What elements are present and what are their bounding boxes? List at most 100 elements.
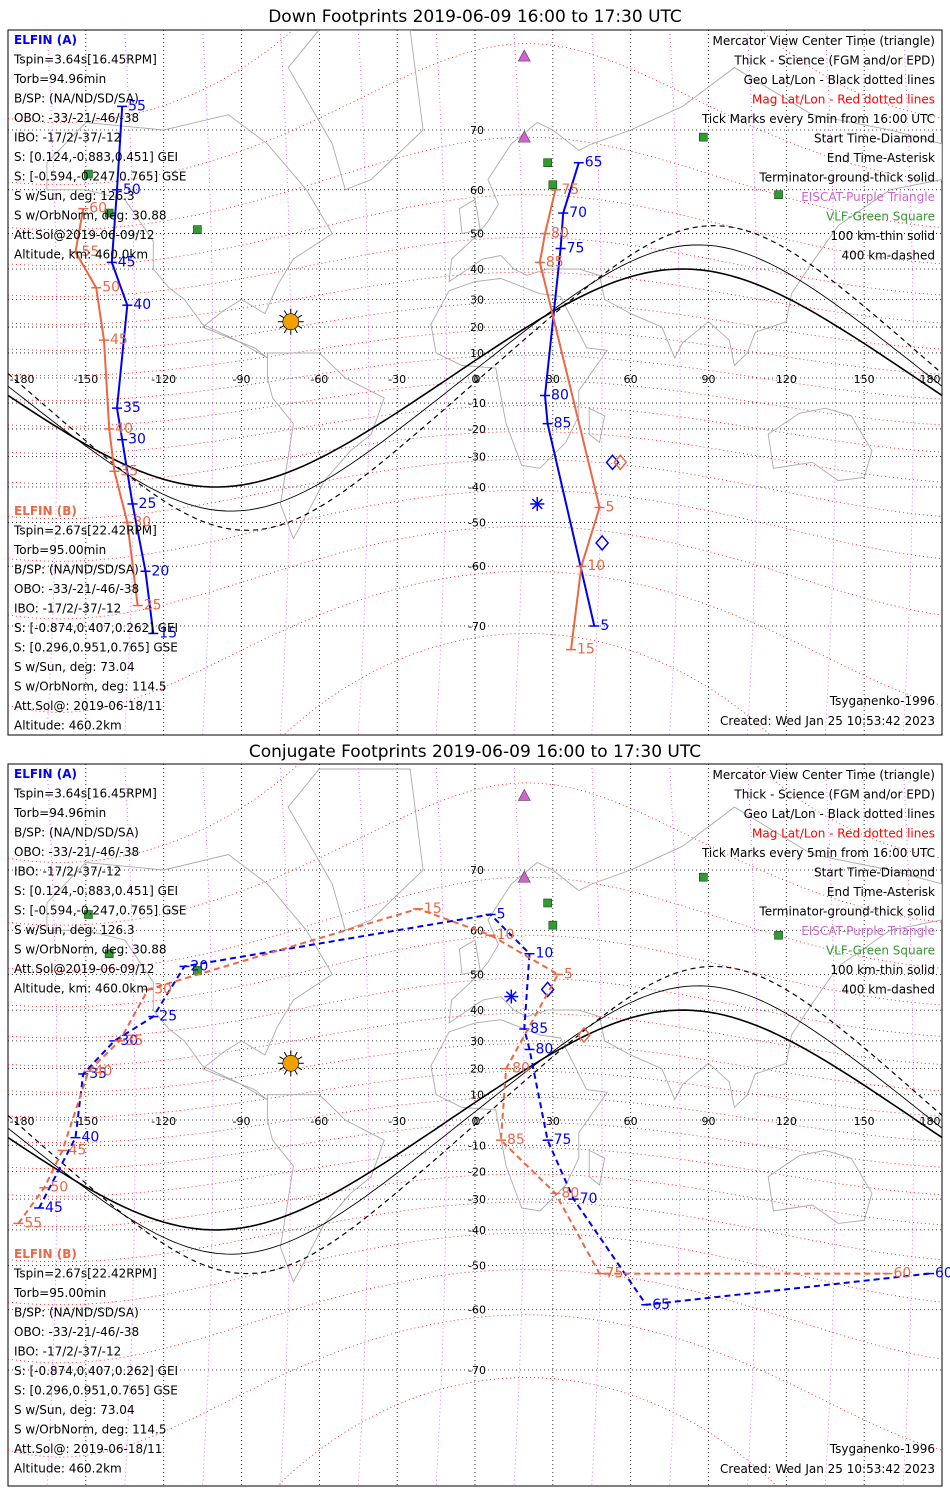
- elfin-a-line: B/SP: (NA/ND/SD/SA): [14, 92, 139, 106]
- tick-label: 5: [564, 966, 573, 982]
- elfin-a-line: B/SP: (NA/ND/SD/SA): [14, 826, 139, 840]
- elfin-b-line: Torb=95.00min: [13, 543, 106, 557]
- lon-tick-label: -150: [73, 1115, 98, 1128]
- elfin-a-line: S: [-0.594,-0.247,0.765] GSE: [14, 170, 187, 184]
- mag-lat-line: [8, 30, 942, 123]
- elfin-b-line: S w/OrbNorm, deg: 114.5: [14, 680, 166, 694]
- tick-label: 80: [535, 1041, 553, 1057]
- lat-tick-label: 0: [474, 373, 481, 386]
- start-diamond-marker: [595, 534, 610, 552]
- lon-tick-label: -90: [233, 373, 251, 386]
- lat-tick-label: -50: [468, 1260, 486, 1273]
- created-label: Created: Wed Jan 25 10:53:42 2023: [720, 714, 935, 728]
- elfin-b-line: Torb=95.00min: [13, 1286, 106, 1300]
- mag-meridian: [669, 30, 681, 735]
- lat-tick-label: 20: [470, 1063, 484, 1076]
- vlf-square-icon: [774, 190, 783, 200]
- lat-tick-label: -60: [468, 560, 486, 573]
- elfin-a-title: ELFIN (A): [14, 33, 77, 47]
- geo-grid: [8, 764, 942, 1486]
- tick-label: 65: [585, 155, 603, 171]
- mag-meridian: [669, 764, 681, 1486]
- lat-tick-label: 0: [474, 1115, 481, 1128]
- lat-tick-label: 20: [470, 321, 484, 334]
- end-asterisk-marker: [504, 989, 519, 1004]
- tick-label: 50: [102, 280, 120, 296]
- lat-tick-label: -30: [468, 450, 486, 463]
- legend-item: Start Time-Diamond: [814, 866, 935, 880]
- lat-tick-label: -30: [468, 1193, 486, 1206]
- tick-label: 25: [144, 598, 162, 614]
- panel-title-conjugate: Conjugate Footprints 2019-06-09 16:00 to…: [249, 742, 701, 762]
- start-diamond-marker: [605, 454, 620, 471]
- elfin-b-line: OBO: -33/-21/-46/-38: [14, 582, 139, 596]
- mag-lat-line: [8, 1314, 942, 1458]
- lon-tick-label: 150: [854, 1115, 875, 1128]
- mag-meridian: [202, 764, 214, 1486]
- mag-meridian: [902, 30, 914, 735]
- tick-label: 5: [497, 906, 506, 922]
- lat-tick-label: 50: [470, 968, 484, 981]
- elfin-b-line: OBO: -33/-21/-46/-38: [14, 1325, 139, 1339]
- tick-label: 35: [126, 1033, 144, 1049]
- vlf-square-icon: [84, 910, 93, 919]
- elfin-b-line: S: [-0.874,0.407,0.262] GEI: [14, 621, 178, 635]
- coastline: [430, 278, 609, 469]
- tick-label: 55: [81, 244, 99, 260]
- tick-label: 80: [551, 388, 569, 404]
- tick-label: 75: [554, 1132, 572, 1148]
- tick-label: 40: [133, 297, 151, 313]
- coastline: [46, 114, 333, 359]
- elfin-b-line: S: [0.296,0.951,0.765] GSE: [14, 641, 178, 655]
- vlf-square-icon: [699, 132, 708, 142]
- tick-label: 30: [128, 432, 146, 448]
- legend-item: EISCAT-Purple Triangle: [801, 190, 935, 204]
- elfin-b-line: S: [-0.874,0.407,0.262] GEI: [14, 1364, 178, 1378]
- tick-label: 45: [110, 332, 128, 348]
- elfin-a-line: Altitude, km: 460.0km: [14, 248, 148, 262]
- lon-tick-label: -30: [388, 373, 406, 386]
- elfin-a-line: S w/OrbNorm, deg: 30.88: [14, 209, 166, 223]
- tick-label: 30: [120, 1033, 138, 1049]
- tick-label: 10: [535, 946, 553, 962]
- vlf-square-icon: [543, 158, 552, 168]
- vlf-square-icon: [543, 898, 552, 908]
- mag-lat-line: [8, 431, 942, 485]
- elfin-b-line: S w/Sun, deg: 73.04: [14, 1403, 135, 1417]
- elfin-a-line: S: [0.124,-0.883,0.451] GEI: [14, 884, 178, 898]
- elfin-a-line: Att.Sol@2019-06-09/12: [14, 962, 155, 976]
- legend-item: Start Time-Diamond: [814, 132, 935, 146]
- tick-label: 35: [120, 463, 138, 479]
- lon-tick-label: 180: [920, 373, 941, 386]
- coastline: [588, 1149, 606, 1186]
- coastline: [588, 407, 606, 444]
- tick-label: 40: [115, 421, 133, 437]
- lon-tick-label: -180: [10, 1115, 35, 1128]
- tick-label: 80: [551, 226, 569, 242]
- elfin-a-line: Tspin=3.64s[16.45RPM]: [13, 53, 157, 67]
- legend-item: Geo Lat/Lon - Black dotted lines: [744, 73, 935, 87]
- lat-tick-label: 40: [470, 263, 484, 276]
- legend-item: Mercator View Center Time (triangle): [713, 34, 935, 48]
- mag-lat-line: [8, 782, 942, 926]
- tick-label: 70: [580, 1191, 598, 1207]
- tick-label: 10: [587, 558, 605, 574]
- terminator-ground: [8, 268, 942, 488]
- terminator-ground: [8, 1009, 942, 1231]
- mag-meridian: [357, 30, 370, 735]
- lon-tick-label: -120: [151, 1115, 176, 1128]
- coastline: [458, 939, 481, 975]
- legend-item: Thick - Science (FGM and/or EPD): [733, 54, 935, 68]
- lat-tick-label: 70: [470, 864, 484, 877]
- mag-lat-line: [276, 1377, 778, 1486]
- coastline: [767, 1149, 873, 1224]
- model-label: Tsyganenko-1996: [829, 1442, 935, 1456]
- mag-meridian: [202, 30, 214, 735]
- lat-tick-label: -20: [468, 423, 486, 436]
- lon-tick-label: 0: [472, 373, 479, 386]
- legend-item: Terminator-ground-thick solid: [758, 171, 935, 185]
- elfin-a-info: ELFIN (A) Tspin=3.64s[16.45RPM] Torb=94.96…: [13, 767, 187, 996]
- tick-label: 70: [569, 205, 587, 221]
- tick-label: 35: [89, 1066, 107, 1082]
